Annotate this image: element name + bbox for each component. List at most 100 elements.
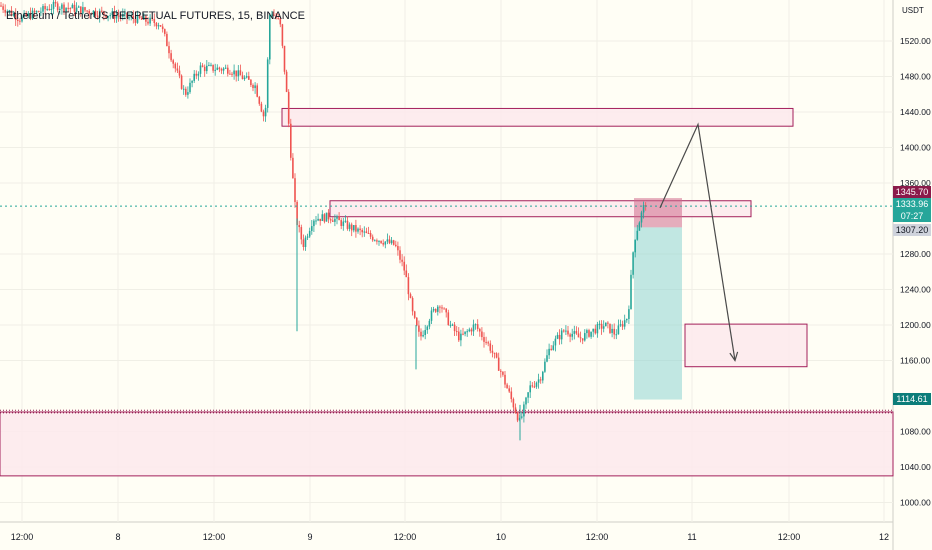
candle-body — [113, 11, 116, 19]
candle-body — [256, 85, 258, 97]
candle-body — [552, 345, 555, 350]
candle-body — [48, 8, 51, 11]
time-axis-ticks: 12:00 8 12:00 9 12:00 10 12:00 11 12:00 12 — [11, 532, 889, 542]
candle-body — [588, 330, 590, 337]
forecast-arrow[interactable] — [659, 122, 739, 362]
supply-demand-zone-4[interactable] — [0, 411, 894, 477]
candle-body — [77, 6, 80, 8]
candle-body — [365, 231, 368, 233]
candle-body — [502, 371, 504, 375]
candle-body — [105, 14, 107, 18]
candle-body — [476, 324, 479, 329]
candle-body — [409, 294, 412, 298]
candle-body — [577, 333, 580, 338]
candle-body — [126, 12, 128, 18]
candle-body — [403, 261, 405, 271]
candle-body — [109, 15, 111, 17]
candle-body — [395, 244, 397, 247]
candle-body — [306, 236, 309, 238]
candle-body — [327, 212, 330, 220]
candle-body — [17, 19, 19, 21]
candle-body — [258, 96, 261, 104]
candle-body — [214, 69, 216, 71]
price-tick-label: 1240.00 — [900, 285, 931, 295]
candle-body — [252, 85, 254, 89]
candle-body — [344, 220, 347, 222]
candle-body — [325, 212, 328, 222]
price-tick-label: 1200.00 — [900, 320, 931, 330]
price-tag-last-high: 1345.70 — [893, 186, 931, 198]
candle-body — [224, 67, 227, 69]
candle-body — [472, 324, 475, 332]
time-tick-label: 8 — [115, 532, 120, 542]
candle-body — [130, 15, 132, 18]
candle-body — [42, 6, 44, 12]
candle-body — [510, 391, 513, 400]
candle-body — [634, 239, 636, 253]
candle-body — [107, 15, 109, 18]
candle-body — [632, 252, 634, 275]
candle-body — [2, 6, 4, 10]
price-tick-label: 1000.00 — [900, 498, 931, 508]
candle-body — [197, 73, 200, 76]
time-tick-label: 12:00 — [586, 532, 609, 542]
candle-body — [493, 352, 496, 354]
candle-body — [569, 334, 571, 337]
candle-body — [304, 237, 307, 247]
supply-demand-zone-2[interactable] — [329, 200, 752, 218]
candle-body — [439, 306, 441, 308]
time-tick-label: 12:00 — [778, 532, 801, 542]
candle-body — [497, 357, 500, 371]
candle-body — [359, 228, 361, 231]
candle-body — [134, 19, 137, 23]
candle-body — [590, 331, 592, 337]
candle-body — [54, 1, 57, 4]
candle-body — [500, 370, 502, 372]
candle-body — [413, 311, 416, 318]
candle-body — [565, 330, 567, 332]
candle-body — [443, 308, 445, 310]
candle-body — [401, 259, 403, 262]
candle-body — [638, 222, 641, 231]
candle-body — [546, 355, 548, 362]
candle-body — [63, 4, 65, 12]
candle-body — [128, 17, 130, 19]
candle-body — [216, 67, 219, 70]
candle-body — [136, 14, 139, 23]
reference-lines — [0, 205, 893, 414]
candle-body — [619, 324, 622, 326]
supply-demand-zone-3[interactable] — [684, 323, 808, 368]
candle-body — [103, 11, 105, 15]
take-profit-box[interactable] — [634, 227, 682, 400]
forecast-path[interactable] — [659, 122, 736, 361]
candle-body — [19, 20, 21, 22]
candle-body — [636, 230, 639, 240]
candle-body — [535, 382, 538, 387]
position-tool[interactable] — [634, 198, 682, 400]
candle-body — [384, 241, 387, 245]
candle-body — [508, 388, 510, 392]
time-tick-label: 12:00 — [394, 532, 417, 542]
candle-body — [239, 70, 242, 76]
candle-body — [531, 385, 534, 387]
supply-demand-zone-1[interactable] — [281, 107, 794, 127]
candle-body — [44, 6, 46, 10]
candle-body — [560, 330, 563, 340]
candle-body — [151, 17, 153, 19]
candle-body — [611, 328, 613, 333]
candle-body — [262, 111, 265, 117]
candle-body — [563, 330, 565, 332]
candles-layer — [0, 0, 647, 441]
candle-body — [182, 88, 185, 90]
time-tick-label: 12:00 — [203, 532, 226, 542]
candle-body — [594, 328, 597, 334]
candle-body — [243, 77, 246, 80]
candle-body — [319, 218, 321, 221]
candle-body — [430, 310, 433, 321]
candle-body — [581, 338, 584, 341]
candle-body — [300, 227, 303, 240]
candle-body — [479, 328, 481, 332]
zones-layer[interactable] — [0, 107, 894, 477]
